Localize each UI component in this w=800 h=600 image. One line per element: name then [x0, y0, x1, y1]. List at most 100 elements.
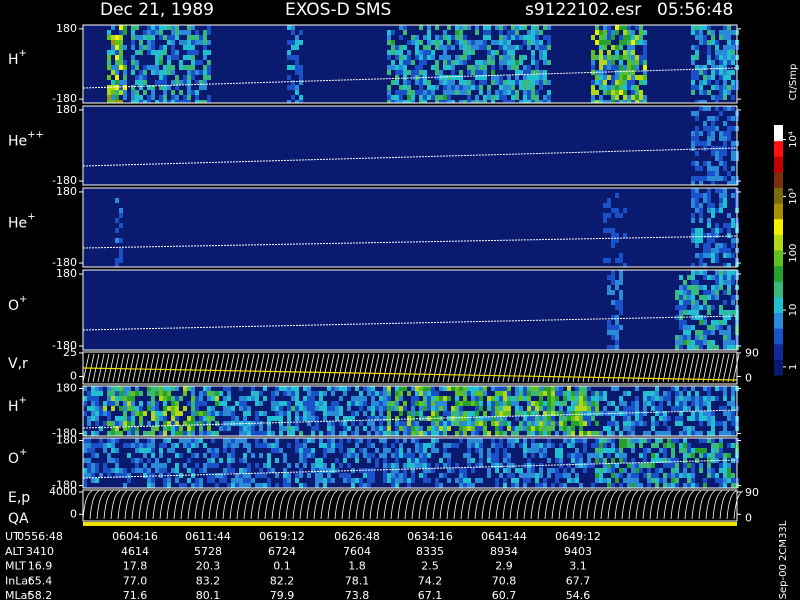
spectrogram-cell — [455, 391, 459, 396]
spectrogram-cell — [251, 453, 255, 458]
spectrogram-cell — [107, 453, 111, 458]
spectrogram-cell — [535, 416, 539, 421]
spectrogram-cell — [627, 30, 631, 35]
spectrogram-cell — [183, 75, 187, 80]
arc-line — [684, 490, 695, 520]
spectrogram-cell — [451, 406, 455, 411]
hatch-line — [137, 353, 145, 383]
spectrogram-cell — [719, 468, 723, 473]
spectrogram-cell — [703, 401, 707, 406]
spectrogram-cell — [695, 30, 699, 35]
spectrogram-cell — [507, 40, 511, 45]
spectrogram-cell — [627, 421, 631, 426]
spectrogram-cell — [135, 90, 139, 95]
spectrogram-cell — [287, 426, 291, 431]
spectrogram-cell — [723, 453, 727, 458]
spectrogram-cell — [451, 416, 455, 421]
spectrogram-cell — [123, 25, 127, 30]
spectrogram-cell — [327, 438, 331, 443]
spectrogram-cell — [203, 75, 207, 80]
spectrogram-cell — [695, 340, 699, 345]
spectrogram-cell — [675, 468, 679, 473]
spectrogram-cell — [479, 396, 483, 401]
table-cell: 8335 — [416, 545, 444, 558]
spectrogram-cell — [583, 438, 587, 443]
table-cell: 20.3 — [196, 560, 221, 573]
spectrogram-cell — [295, 65, 299, 70]
spectrogram-cell — [495, 391, 499, 396]
spectrogram-cell — [155, 463, 159, 468]
spectrogram-cell — [547, 60, 551, 65]
spectrogram-cell — [411, 40, 415, 45]
spectrogram-cell — [691, 198, 695, 203]
spectrogram-cell — [527, 90, 531, 95]
spectrogram-cell — [247, 396, 251, 401]
spectrogram-cell — [303, 396, 307, 401]
spectrogram-cell — [191, 411, 195, 416]
spectrogram-cell — [139, 70, 143, 75]
spectrogram-cell — [719, 136, 723, 141]
spectrogram-cell — [583, 416, 587, 421]
spectrogram-cell — [419, 391, 423, 396]
spectrogram-cell — [135, 458, 139, 463]
spectrogram-cell — [507, 60, 511, 65]
spectrogram-cell — [475, 391, 479, 396]
spectrogram-cell — [171, 421, 175, 426]
spectrogram-cell — [379, 438, 383, 443]
spectrogram-cell — [387, 431, 391, 436]
spectrogram-cell — [695, 315, 699, 320]
spectrogram-cell — [159, 95, 163, 100]
table-cell: 0604:16 — [112, 530, 158, 543]
spectrogram-cell — [467, 100, 471, 103]
hatch-line — [132, 353, 140, 383]
spectrogram-cell — [163, 25, 167, 30]
spectrogram-cell — [499, 416, 503, 421]
spectrogram-cell — [619, 431, 623, 436]
hatch-line — [642, 353, 650, 383]
spectrogram-cell — [267, 426, 271, 431]
spectrogram-cell — [687, 448, 691, 453]
spectrogram-cell — [411, 431, 415, 436]
spectrogram-cell — [375, 391, 379, 396]
table-cell: 0649:12 — [555, 530, 601, 543]
spectrogram-cell — [711, 126, 715, 131]
spectrogram-cell — [163, 438, 167, 443]
spectrogram-cell — [615, 238, 619, 243]
spectrogram-cell — [263, 396, 267, 401]
spectrogram-cell — [623, 426, 627, 431]
spectrogram-cell — [347, 386, 351, 391]
spectrogram-cell — [211, 416, 215, 421]
y2-tick-label: 90 — [745, 346, 759, 359]
spectrogram-cell — [495, 90, 499, 95]
spectrogram-cell — [115, 263, 119, 267]
spectrogram-cell — [87, 448, 91, 453]
spectrogram-cell — [243, 438, 247, 443]
spectrogram-cell — [327, 426, 331, 431]
spectrogram-cell — [703, 275, 707, 280]
hatch-line — [112, 353, 120, 383]
spectrogram-cell — [255, 463, 259, 468]
spectrogram-cell — [715, 40, 719, 45]
spectrogram-cell — [259, 391, 263, 396]
spectrogram-cell — [171, 396, 175, 401]
spectrogram-cell — [443, 448, 447, 453]
spectrogram-cell — [151, 95, 155, 100]
spectrogram-cell — [195, 443, 199, 448]
spectrogram-cell — [459, 416, 463, 421]
spectrogram-cell — [107, 421, 111, 426]
spectrogram-cell — [135, 50, 139, 55]
spectrogram-cell — [299, 100, 303, 103]
spectrogram-cell — [611, 275, 615, 280]
spectrogram-cell — [467, 40, 471, 45]
spectrogram-cell — [451, 70, 455, 75]
spectrogram-cell — [495, 50, 499, 55]
spectrogram-cell — [619, 443, 623, 448]
spectrogram-cell — [167, 478, 171, 483]
spectrogram-cell — [159, 35, 163, 40]
spectrogram-cell — [315, 421, 319, 426]
spectrogram-cell — [267, 421, 271, 426]
spectrogram-cell — [639, 80, 643, 85]
spectrogram-cell — [611, 208, 615, 213]
spectrogram-cell — [215, 391, 219, 396]
spectrogram-cell — [467, 453, 471, 458]
